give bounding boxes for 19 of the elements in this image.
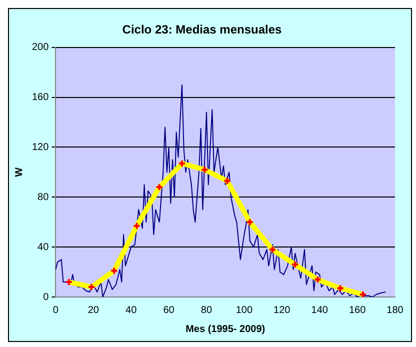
chart-title: Ciclo 23: Medias mensuales <box>122 22 282 37</box>
x-tick-label: 0 <box>52 304 59 316</box>
x-tick-label: 20 <box>88 304 100 316</box>
y-tick-label: 40 <box>38 242 50 253</box>
x-tick-label: 60 <box>163 304 175 316</box>
x-tick-label: 80 <box>200 304 212 316</box>
y-tick-label: 120 <box>32 142 50 153</box>
y-tick-label: 0 <box>43 292 50 303</box>
x-axis-title: Mes (1995- 2009) <box>186 324 266 335</box>
y-tick-label: 80 <box>38 192 50 203</box>
x-tick-label: 120 <box>274 304 291 316</box>
y-axis-title: W <box>14 166 25 177</box>
x-tick-label: 140 <box>311 304 328 316</box>
y-tick-label: 160 <box>32 92 50 104</box>
x-tick-label: 40 <box>126 304 138 316</box>
x-tick-label: 100 <box>236 304 253 316</box>
x-tick-label: 160 <box>348 304 366 316</box>
y-tick-label: 200 <box>32 42 50 54</box>
x-tick-label: 180 <box>386 304 404 316</box>
